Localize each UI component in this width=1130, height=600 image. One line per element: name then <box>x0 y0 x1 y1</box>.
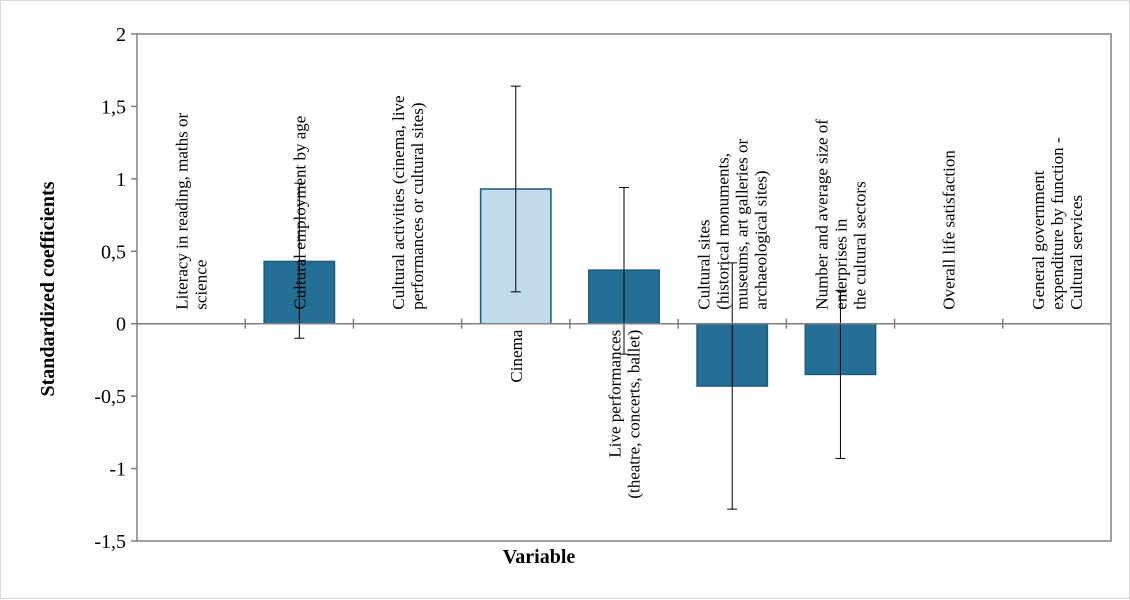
x-category-label: Cinema <box>507 329 526 382</box>
y-tick-label: -1,5 <box>94 531 126 553</box>
y-tick-label: 1 <box>116 169 126 191</box>
x-category-label: General governmentexpenditure by functio… <box>1029 137 1086 310</box>
y-axis-title: Standardized coefficients <box>37 181 59 396</box>
plot-area: 2 1,5 1 0,5 0 -0,5 -1 -1,5 Literacy in reading, … <box>94 24 1112 553</box>
y-tick-label: 2 <box>116 24 126 46</box>
x-category-label: Cultural employment by age <box>290 116 309 310</box>
y-tick-label: 0 <box>116 314 126 336</box>
y-tick-label: -0,5 <box>94 386 126 408</box>
y-tick-label: -1 <box>109 459 126 481</box>
x-category-label: Live performances(theatre, concerts, bal… <box>606 330 644 499</box>
x-category-label: Literacy in reading, maths orscience <box>173 113 211 310</box>
y-tick-label: 0,5 <box>101 241 126 263</box>
plot-border <box>136 33 1112 542</box>
x-category-label: Overall life satisfaction <box>940 150 959 310</box>
x-category-label: Cultural sites(historical monuments,muse… <box>695 138 771 309</box>
x-axis-title: Variable <box>503 546 576 568</box>
y-tick-label: 1,5 <box>101 96 126 118</box>
x-category-label: Cultural activities (cinema, liveperform… <box>389 95 427 309</box>
x-category-label: Number and average size ofenterprises in… <box>812 119 869 310</box>
